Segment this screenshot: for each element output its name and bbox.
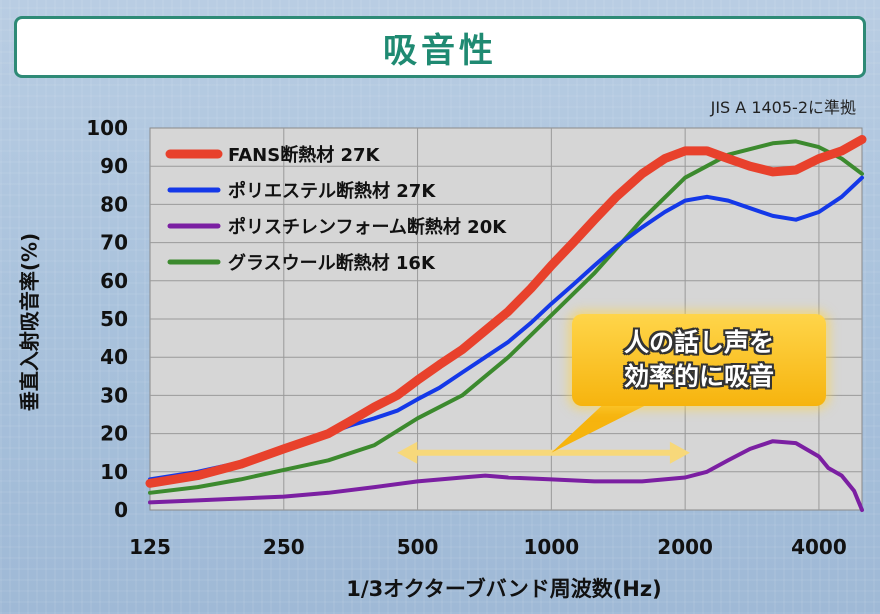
callout-box: 人の話し声を 効率的に吸音 — [572, 314, 826, 406]
y-tick-label: 70 — [100, 231, 128, 255]
y-tick-label: 100 — [86, 116, 128, 140]
series-line-polystyrene — [148, 439, 864, 512]
y-tick-label: 40 — [100, 345, 128, 369]
legend-label-polystyrene: ポリスチレンフォーム断熱材 20K — [228, 216, 507, 238]
legend-label-glasswool: グラスウール断熱材 16K — [228, 252, 436, 274]
y-tick-label: 60 — [100, 269, 128, 293]
x-tick-label: 125 — [129, 535, 171, 559]
y-tick-label: 10 — [100, 460, 128, 484]
y-tick-label: 90 — [100, 154, 128, 178]
x-tick-label: 250 — [263, 535, 305, 559]
y-tick-label: 80 — [100, 192, 128, 216]
title-banner: 吸音性 — [14, 16, 866, 78]
y-tick-label: 30 — [100, 383, 128, 407]
page-title: 吸音性 — [383, 30, 497, 71]
callout-line-2: 効率的に吸音 — [623, 362, 774, 391]
y-axis-label: 垂直入射吸音率(%) — [17, 232, 42, 412]
series-line-glasswool — [148, 139, 864, 495]
callout-pointer — [551, 398, 660, 453]
x-axis-label: 1/3オクターブバンド周波数(Hz) — [346, 577, 662, 601]
series-line-fans — [145, 135, 867, 488]
x-tick-label: 1000 — [524, 535, 580, 559]
y-tick-label: 50 — [100, 307, 128, 331]
legend-label-polyester: ポリエステル断熱材 27K — [228, 180, 436, 202]
y-tick-label: 0 — [114, 498, 128, 522]
x-tick-label: 4000 — [791, 535, 847, 559]
standard-note: JIS A 1405-2に準拠 — [710, 98, 856, 117]
range-arrow-right-head — [669, 441, 690, 464]
x-tick-label: 2000 — [657, 535, 713, 559]
legend-label-fans: FANS断熱材 27K — [228, 144, 381, 166]
range-arrow-left-head — [397, 441, 418, 464]
callout-line-1: 人の話し声を — [623, 328, 774, 357]
y-tick-label: 20 — [100, 422, 128, 446]
x-tick-label: 500 — [397, 535, 439, 559]
